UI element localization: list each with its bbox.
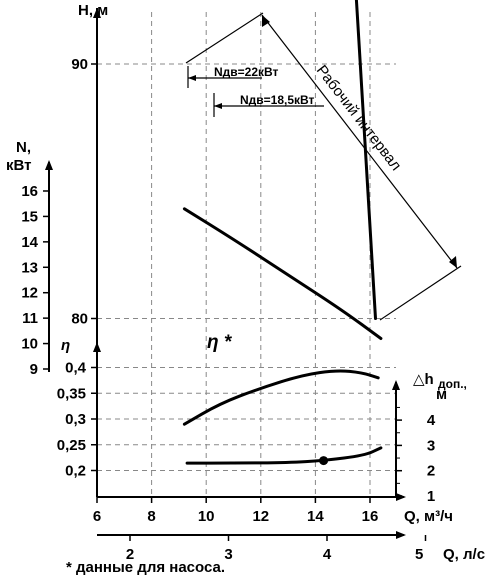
q-m3h-tick-label: 16 — [362, 508, 379, 525]
work-range-arrow-bottom — [449, 256, 457, 268]
h-axis-arrow — [93, 8, 101, 18]
annotations: Рабочий интервал Nдв=22кВт Nдв=18,5кВт η * *… — [66, 12, 462, 576]
n-tick-label: 12 — [21, 285, 38, 302]
h-tick-label: 80 — [71, 311, 88, 328]
n-nominal-arrow — [214, 103, 222, 109]
n-max-label: Nдв=22кВт — [214, 65, 279, 79]
q-ls-tick-label: 2 — [126, 546, 134, 563]
n-tick-label: 14 — [21, 234, 38, 251]
npsh-curve — [185, 446, 383, 465]
n-tick-label: 11 — [22, 310, 38, 327]
work-range-arrow-top — [262, 15, 270, 27]
eta-curve-label: η * — [207, 332, 233, 353]
eta-axis-arrow — [93, 342, 101, 352]
h-tick-label: 90 — [71, 56, 88, 73]
n-axis-label-n: N, — [16, 139, 31, 156]
eta-tick-label: 0,3 — [65, 411, 86, 428]
npsh-axis-arrow — [392, 380, 400, 390]
q-m3h-tick-label: 8 — [147, 508, 155, 525]
n-curve — [182, 207, 383, 340]
q-ls-tick-label: 4 — [323, 546, 332, 563]
n-tick-label: 13 — [21, 259, 38, 276]
axes: 8090100110120130140150160170180190H, м91… — [6, 2, 485, 563]
q-ls-tick-label: 3 — [224, 546, 232, 563]
q-ls-axis-arrow — [396, 531, 406, 539]
q-m3h-tick-label: 12 — [252, 508, 269, 525]
q-ls-axis-label: Q, л/с — [443, 546, 485, 563]
npsh-tick-label: 2 — [427, 463, 435, 480]
work-range-bottom-line — [379, 265, 462, 321]
grid — [96, 12, 396, 497]
npsh-axis-label-main: △h — [413, 371, 434, 388]
n-tick-label: 10 — [21, 336, 38, 353]
q-ls-tick-label: 5 — [415, 546, 423, 563]
q-m3h-tick-label: 10 — [198, 508, 215, 525]
n-nominal-label: Nдв=18,5кВт — [240, 93, 315, 107]
n-tick-label: 16 — [21, 183, 38, 200]
npsh-operating-point — [319, 456, 329, 466]
n-axis-arrow — [45, 160, 53, 170]
q-m3h-axis-label: Q, м³/ч — [404, 508, 453, 525]
h-axis-label: H, м — [78, 2, 108, 19]
eta-tick-label: 0,2 — [65, 463, 86, 480]
footnote: * данные для насоса. — [66, 559, 225, 576]
npsh-axis-label-unit: м — [436, 386, 447, 403]
work-range-dimension-line — [261, 14, 458, 269]
n-tick-label: 15 — [21, 208, 38, 225]
eta-curve — [182, 369, 380, 426]
n-axis-label-unit: кВт — [6, 157, 32, 174]
work-range-top-line — [185, 12, 264, 64]
eta-tick-label: 0,4 — [65, 360, 87, 377]
eta-tick-label: 0,25 — [57, 437, 86, 454]
q-m3h-tick-label: 14 — [307, 508, 324, 525]
work-range-label: Рабочий интервал — [313, 62, 405, 174]
n-max-arrow — [188, 75, 196, 81]
npsh-tick-label: 3 — [427, 437, 435, 454]
eta-tick-label: 0,35 — [57, 385, 86, 402]
npsh-axis-label-sub: доп., — [438, 377, 467, 391]
n-tick-label: 9 — [30, 361, 38, 378]
q-m3h-axis-arrow — [396, 493, 406, 501]
q-m3h-tick-label: 6 — [93, 508, 101, 525]
npsh-tick-label: 4 — [427, 412, 436, 429]
eta-axis-label: η — [61, 337, 70, 354]
npsh-tick-label: 1 — [427, 488, 435, 505]
curves — [182, 0, 383, 466]
